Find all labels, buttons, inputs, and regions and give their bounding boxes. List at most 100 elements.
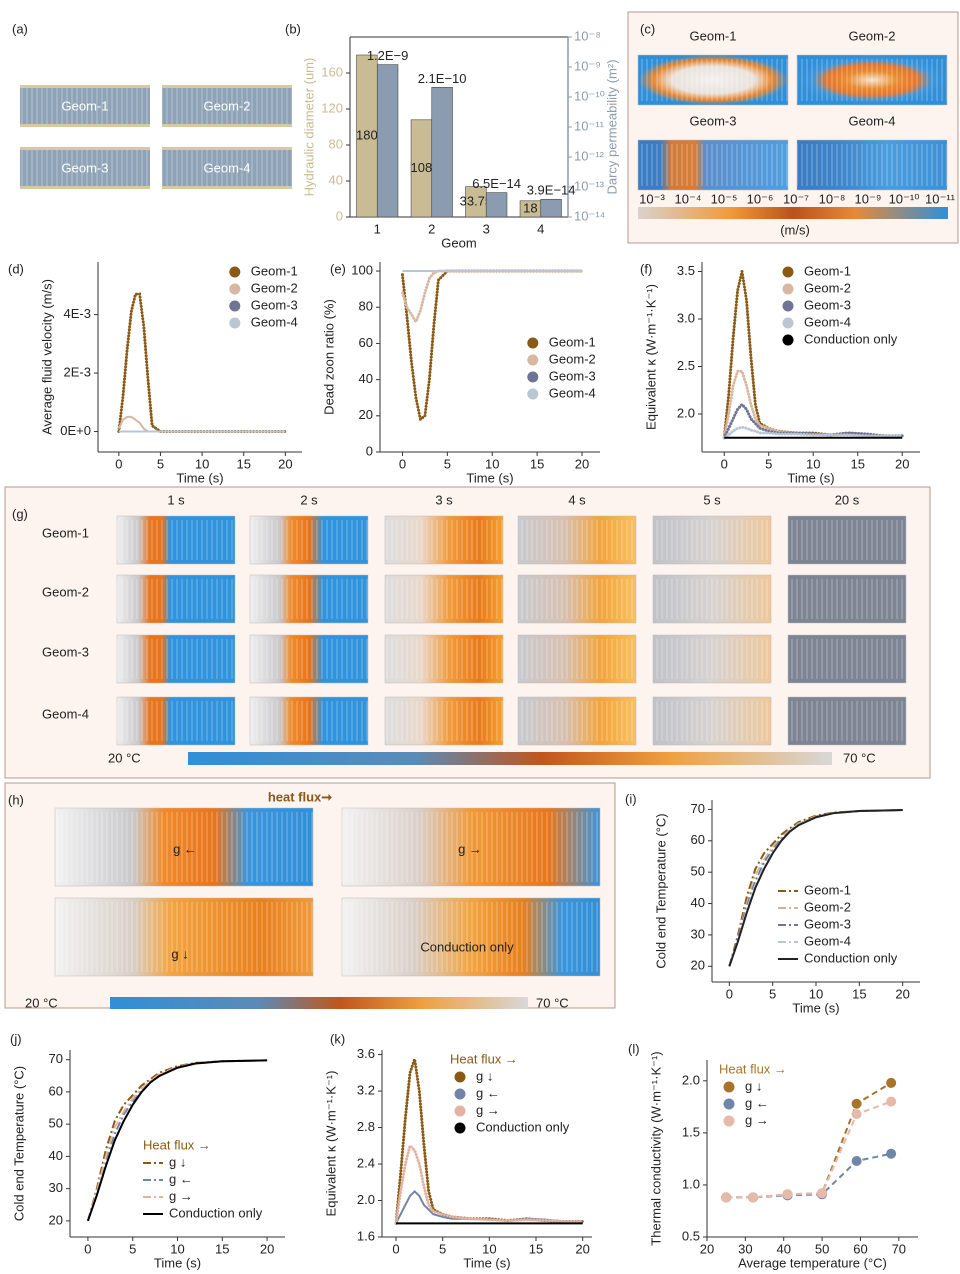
y-tick-label: 20 (49, 1212, 63, 1227)
y-tick-label: 3.5 (677, 263, 695, 278)
legend-label: Geom-1 (804, 263, 851, 278)
map-annotation: g ← (173, 841, 197, 856)
x-tick-label: 15 (850, 456, 864, 471)
heat-flux-label: heat flux➞ (268, 789, 332, 804)
y-axis-label: Cold end Temperature (°C) (11, 1066, 26, 1221)
x-tick-label: 5 (765, 456, 772, 471)
y-tick-label: 4E-3 (64, 306, 91, 321)
y-axis-label: Cold end Temperature (°C) (653, 813, 668, 968)
value-label: 1.2E−9 (367, 48, 409, 63)
x-axis-label: Geom (441, 235, 476, 250)
y-tick-label: 100 (351, 262, 373, 277)
x-tick-label: 40 (776, 1241, 790, 1256)
y-axis-label: Dead zoon ratio (%) (321, 299, 336, 415)
y-tick-label: 30 (49, 1180, 63, 1195)
x-tick-label: 15 (236, 456, 250, 471)
panel-label: (f) (640, 261, 652, 276)
marker (851, 1098, 862, 1109)
temperature-map-fins (518, 520, 636, 560)
y-tick-label: 1.0 (682, 1176, 700, 1191)
colorbar-tick: 10⁻⁴ (675, 191, 702, 206)
y-tick-label: 3.0 (677, 310, 695, 325)
colorbar-tick: 10⁻¹⁰ (889, 191, 920, 206)
colorbar-tick: 10⁻⁷ (783, 191, 809, 206)
image-title: Geom-2 (849, 28, 896, 43)
legend-label: g → (745, 1112, 769, 1127)
y-tick-label: 60 (359, 335, 373, 350)
y-tick-label: 80 (359, 299, 373, 314)
x-axis-label: Time (s) (466, 470, 513, 485)
temperature-map-fins (250, 520, 368, 560)
panel-label: (i) (625, 791, 637, 806)
panel-label: (g) (12, 506, 28, 521)
x-tick-label: 15 (530, 456, 544, 471)
legend-marker (527, 354, 539, 366)
x-tick-label: 20 (260, 1241, 274, 1256)
legend-label: g ← (745, 1095, 769, 1110)
x-tick-label: 1 (374, 221, 381, 236)
legend-marker (229, 300, 241, 312)
legend-marker (782, 283, 794, 295)
temperature-map-fins (385, 701, 503, 741)
wall (20, 85, 150, 88)
y-tick-label: 70 (49, 1051, 63, 1066)
panel-label: (a) (12, 21, 28, 36)
map-annotation: g ↓ (171, 946, 188, 961)
velocity-map-fins (797, 144, 947, 186)
y-tick-label: 3.2 (357, 1082, 375, 1097)
x-tick-label: 15 (852, 986, 866, 1001)
y-tick-label: 160 (321, 64, 343, 79)
image-title: Geom-1 (690, 28, 737, 43)
temperature-map-fins (653, 639, 771, 679)
x-tick-label: 15 (529, 1241, 543, 1256)
x-tick-label: 0 (392, 1241, 399, 1256)
y2-axis-label: Darcy permeability (m²) (604, 59, 619, 194)
line (86, 1059, 268, 1222)
y-tick-label: 30 (691, 926, 705, 941)
x-tick-label: 2 (428, 221, 435, 236)
y-tick-label: 0.5 (682, 1228, 700, 1243)
line (726, 1152, 892, 1199)
colorbar (110, 997, 528, 1009)
channel-fins (162, 150, 292, 186)
legend-marker (782, 334, 794, 346)
marker (886, 1096, 897, 1107)
column-header: 2 s (300, 492, 318, 507)
marker (817, 1188, 828, 1199)
temperature-map-fins (55, 812, 313, 882)
x-tick-label: 3 (483, 221, 490, 236)
x-tick-label: 5 (444, 456, 451, 471)
value-label: 108 (411, 160, 433, 175)
panel-label: (h) (8, 792, 24, 807)
legend-label: g ↓ (476, 1068, 493, 1083)
legend-label: Geom-3 (549, 368, 596, 383)
column-header: 1 s (167, 492, 185, 507)
y-axis-label: Average fluid velocity (m/s) (39, 279, 54, 435)
x-tick-label: 60 (853, 1241, 867, 1256)
colorbar-tick: 10⁻⁸ (819, 191, 846, 206)
y-tick-label: 0 (366, 443, 373, 458)
temperature-map-fins (250, 579, 368, 619)
temperature-map-fins (788, 579, 906, 619)
legend-label: g → (476, 1102, 500, 1117)
x-tick-label: 20 (575, 456, 589, 471)
wall (20, 186, 150, 189)
legend-marker (782, 266, 794, 278)
wall (162, 85, 292, 88)
legend-marker (229, 283, 241, 295)
legend-label: Conduction only (476, 1119, 570, 1134)
legend-label: Geom-3 (804, 297, 851, 312)
x-tick-label: 10 (482, 1241, 496, 1256)
legend-marker (782, 317, 794, 329)
x-axis-label: Average temperature (°C) (738, 1255, 887, 1270)
legend-marker (229, 266, 241, 278)
y-axis-label: Equivalent κ (W·m⁻¹·K⁻¹) (323, 1071, 338, 1217)
channel-fins (20, 88, 150, 124)
velocity-map-fins (638, 144, 788, 186)
y-tick-label: 2.8 (357, 1119, 375, 1134)
legend-label: Geom-1 (549, 334, 596, 349)
x-tick-label: 0 (399, 456, 406, 471)
wall (20, 147, 150, 150)
value-label: 2.1E−10 (418, 71, 467, 86)
marker (851, 1109, 862, 1120)
